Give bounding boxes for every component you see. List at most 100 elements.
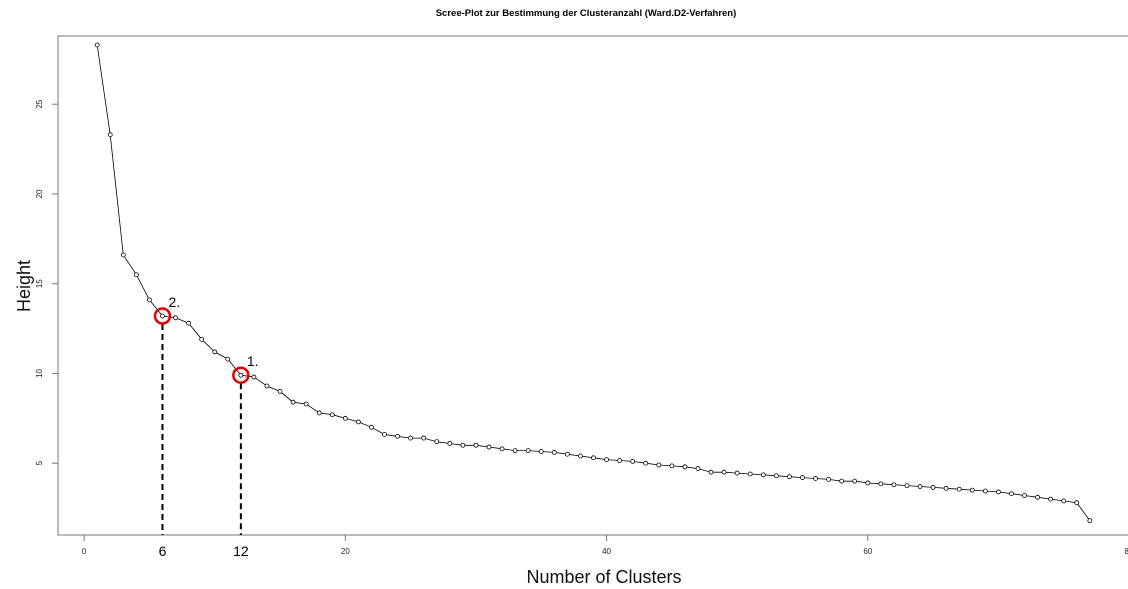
data-point: [186, 320, 192, 326]
data-point: [917, 484, 923, 489]
x-tick-label: 0: [82, 547, 87, 556]
data-point: [1048, 496, 1054, 502]
data-point: [434, 439, 440, 445]
data-point: [1061, 498, 1067, 504]
data-point: [147, 297, 152, 303]
data-point: [1022, 493, 1027, 498]
y-tick-label: 25: [35, 99, 44, 108]
data-point: [251, 374, 257, 380]
data-point: [316, 410, 322, 416]
highlight-circle: [153, 307, 172, 325]
y-axis-label: Height: [14, 260, 34, 312]
data-point: [303, 401, 309, 407]
y-tick-label: 5: [35, 460, 44, 465]
data-point: [512, 448, 518, 454]
data-point: [604, 457, 609, 463]
data-point: [499, 446, 505, 452]
data-point: [94, 42, 100, 48]
x-tick-label: 20: [341, 547, 350, 556]
data-point: [1087, 518, 1093, 524]
data-point: [538, 449, 544, 454]
data-point: [160, 313, 165, 319]
data-point: [107, 132, 113, 138]
data-point: [486, 444, 492, 450]
data-point: [1074, 500, 1080, 506]
data-point: [447, 441, 453, 446]
data-point: [969, 487, 975, 493]
data-point: [395, 433, 400, 439]
data-point: [120, 252, 126, 258]
data-point: [995, 489, 1001, 495]
data-point: [525, 448, 531, 454]
data-point: [708, 469, 714, 475]
highlight-circle: [232, 366, 250, 384]
data-point: [591, 455, 596, 461]
data-point: [787, 474, 792, 480]
x-axis-label: Number of Clusters: [526, 567, 681, 587]
data-point: [982, 488, 988, 494]
x-tick-label: 40: [602, 547, 611, 556]
data-point: [199, 336, 205, 342]
y-axis: 5 10 15 20 25: [35, 99, 58, 465]
data-point: [891, 482, 897, 488]
data-point: [238, 372, 244, 378]
x-axis: 0 20 40 60 80: [82, 534, 1128, 556]
y-tick-label: 15: [35, 279, 44, 288]
data-point: [578, 453, 583, 459]
data-point: [800, 475, 805, 480]
data-point: [369, 424, 374, 430]
data-point: [277, 389, 283, 394]
data-point: [695, 466, 701, 471]
data-point: [1035, 494, 1040, 500]
data-point: [382, 432, 387, 437]
data-point: [760, 472, 766, 478]
data-point: [773, 473, 779, 479]
data-point: [813, 476, 818, 481]
data-point: [682, 464, 688, 470]
data-point: [852, 478, 858, 484]
series-line: [96, 44, 1091, 521]
data-point: [747, 471, 753, 477]
data-point: [643, 460, 649, 466]
data-point: [460, 442, 466, 448]
data-point: [408, 435, 414, 441]
y-tick-label: 10: [35, 368, 44, 377]
annotation-label: 2.: [168, 294, 180, 310]
series-height: [94, 42, 1093, 524]
data-point: [329, 412, 335, 418]
data-point: [173, 315, 178, 321]
data-point: [473, 442, 479, 448]
data-point: [734, 470, 740, 476]
data-point: [617, 458, 623, 463]
x-tick-label: 60: [863, 547, 872, 556]
data-point: [225, 356, 231, 362]
data-point: [865, 480, 871, 486]
data-point: [656, 462, 662, 468]
data-point: [904, 483, 910, 489]
guide-marker-label: 6: [159, 543, 167, 559]
data-point: [669, 463, 675, 469]
data-point: [356, 419, 361, 425]
data-point: [930, 485, 936, 490]
elbow-annotations: 2. 1.: [153, 294, 259, 384]
data-point: [721, 469, 727, 475]
annotation-label: 1.: [247, 353, 259, 369]
data-point: [564, 451, 570, 457]
guide-lines: 6 12: [159, 324, 249, 559]
data-point: [290, 399, 296, 405]
y-tick-label: 20: [35, 189, 44, 198]
data-point: [551, 450, 557, 455]
x-tick-label: 80: [1125, 547, 1128, 556]
data-point: [956, 486, 962, 492]
data-point: [839, 478, 845, 484]
chart-title: Scree-Plot zur Bestimmung der Clusteranz…: [436, 8, 737, 19]
data-point: [342, 415, 348, 421]
data-point: [826, 476, 831, 482]
data-point: [133, 272, 139, 278]
data-point: [878, 481, 884, 487]
data-point: [1009, 491, 1014, 497]
guide-marker-label: 12: [233, 543, 249, 559]
data-point: [212, 349, 218, 355]
data-point: [264, 383, 270, 389]
